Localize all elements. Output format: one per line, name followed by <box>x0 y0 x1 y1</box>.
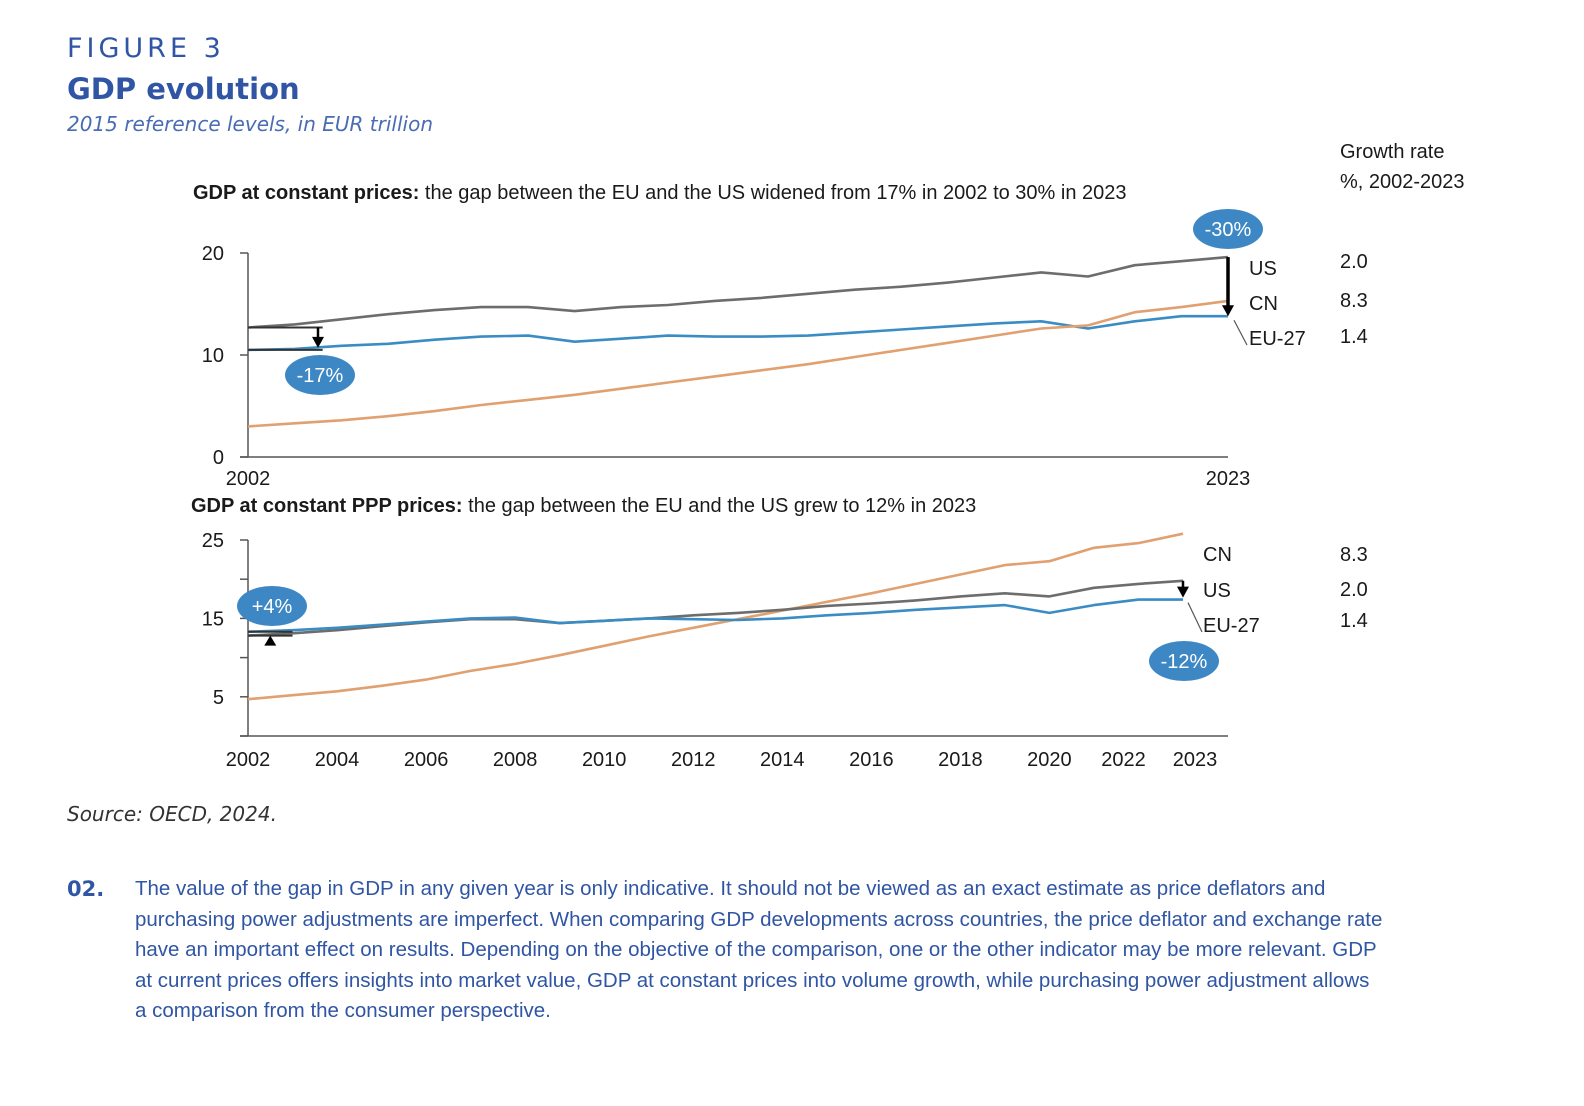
x-tick-label: 2008 <box>493 749 538 771</box>
figure-subtitle: 2015 reference levels, in EUR trillion <box>67 112 434 136</box>
chart1-plot: 0 10 20 2002 2023 -17% -30% US CN EU-27 2.0 8.3 1.4 <box>202 209 1368 490</box>
y-tick-label: 5 <box>213 687 224 709</box>
end-label-eu: EU-27 <box>1203 615 1260 637</box>
x-tick-label: 2012 <box>671 749 716 771</box>
y-tick-label: 15 <box>202 608 224 630</box>
growth-rate-cn: 8.3 <box>1340 544 1368 566</box>
x-tick-label: 2006 <box>404 749 449 771</box>
end-label-us: US <box>1203 580 1231 602</box>
chart2-title-bold: GDP at constant PPP prices: <box>191 495 463 517</box>
x-tick-label: 2018 <box>938 749 983 771</box>
x-tick-label: 2010 <box>582 749 627 771</box>
gap-annotation-2002-bubble <box>285 355 355 395</box>
growth-rate-us: 2.0 <box>1340 251 1368 273</box>
figure-label: FIGURE 3 <box>67 33 225 64</box>
gap-arrow-2023-head <box>1222 305 1234 317</box>
x-tick-label: 2016 <box>849 749 894 771</box>
x-tick-label: 2014 <box>760 749 805 771</box>
growth-rate-us: 2.0 <box>1340 579 1368 601</box>
gap-annotation-2002-label: +4% <box>252 596 293 618</box>
y-tick-label: 10 <box>202 345 224 367</box>
y-tick-label: 20 <box>202 243 224 265</box>
x-tick-label: 2020 <box>1027 749 1072 771</box>
gap-annotation-2023-bubble <box>1149 641 1219 681</box>
series-line-us <box>247 255 1229 329</box>
eu-leader-line <box>1187 602 1203 633</box>
eu-leader-line <box>1233 319 1248 346</box>
series-line-eu-27 <box>247 598 1183 633</box>
end-label-eu: EU-27 <box>1249 328 1306 350</box>
growth-rate-title: Growth rate <box>1340 141 1444 163</box>
gap-annotation-2002-bubble <box>237 586 307 626</box>
charts-canvas: Growth rate %, 2002-2023 GDP at constant… <box>191 141 1465 771</box>
growth-rate-eu-27: 1.4 <box>1340 610 1368 632</box>
source-note: Source: OECD, 2024. <box>67 802 277 826</box>
series-line-cn <box>247 299 1229 428</box>
growth-rate-cn: 8.3 <box>1340 290 1368 312</box>
gap-annotation-2002-label: -17% <box>297 365 344 387</box>
chart2-title: GDP at constant PPP prices: the gap betw… <box>191 495 976 517</box>
footnote-number: 02. <box>67 877 105 901</box>
growth-rate-eu-27: 1.4 <box>1340 326 1368 348</box>
end-label-cn: CN <box>1203 544 1232 566</box>
gap-annotation-2023-label: -12% <box>1161 651 1208 673</box>
x-tick-label: 2022 <box>1101 749 1146 771</box>
chart2-title-rest: the gap between the EU and the US grew t… <box>463 495 977 517</box>
gap-annotation-2023-label: -30% <box>1205 219 1252 241</box>
footnote-text: The value of the gap in GDP in any given… <box>135 877 1383 1022</box>
chart1-title-rest: the gap between the EU and the US widene… <box>419 182 1126 204</box>
end-label-us: US <box>1249 258 1277 280</box>
gap-arrow-2002-head <box>264 635 277 646</box>
end-label-cn: CN <box>1249 293 1278 315</box>
x-tick-label: 2023 <box>1173 749 1218 771</box>
gap-arrow-2023-head <box>1177 586 1189 598</box>
series-line-us <box>247 579 1184 637</box>
x-tick-label: 2023 <box>1206 468 1251 490</box>
x-tick-label: 2002 <box>226 468 271 490</box>
gap-arrow-2002-head <box>312 336 324 348</box>
series-line-cn <box>247 532 1184 701</box>
x-tick-label: 2002 <box>226 749 271 771</box>
chart1-title-bold: GDP at constant prices: <box>193 182 419 204</box>
y-tick-label: 25 <box>202 530 224 552</box>
chart2-plot: 5 15 25 2002 2004 2006 2008 2010 2012 2014 2016 201… <box>202 530 1368 771</box>
x-tick-label: 2004 <box>315 749 360 771</box>
figure-title: GDP evolution <box>67 72 300 106</box>
growth-rate-subtitle: %, 2002-2023 <box>1340 171 1465 193</box>
series-line-eu-27 <box>247 314 1228 352</box>
y-tick-label: 0 <box>213 447 224 469</box>
chart1-title: GDP at constant prices: the gap between … <box>193 182 1127 204</box>
gap-annotation-2023-bubble <box>1193 209 1263 249</box>
